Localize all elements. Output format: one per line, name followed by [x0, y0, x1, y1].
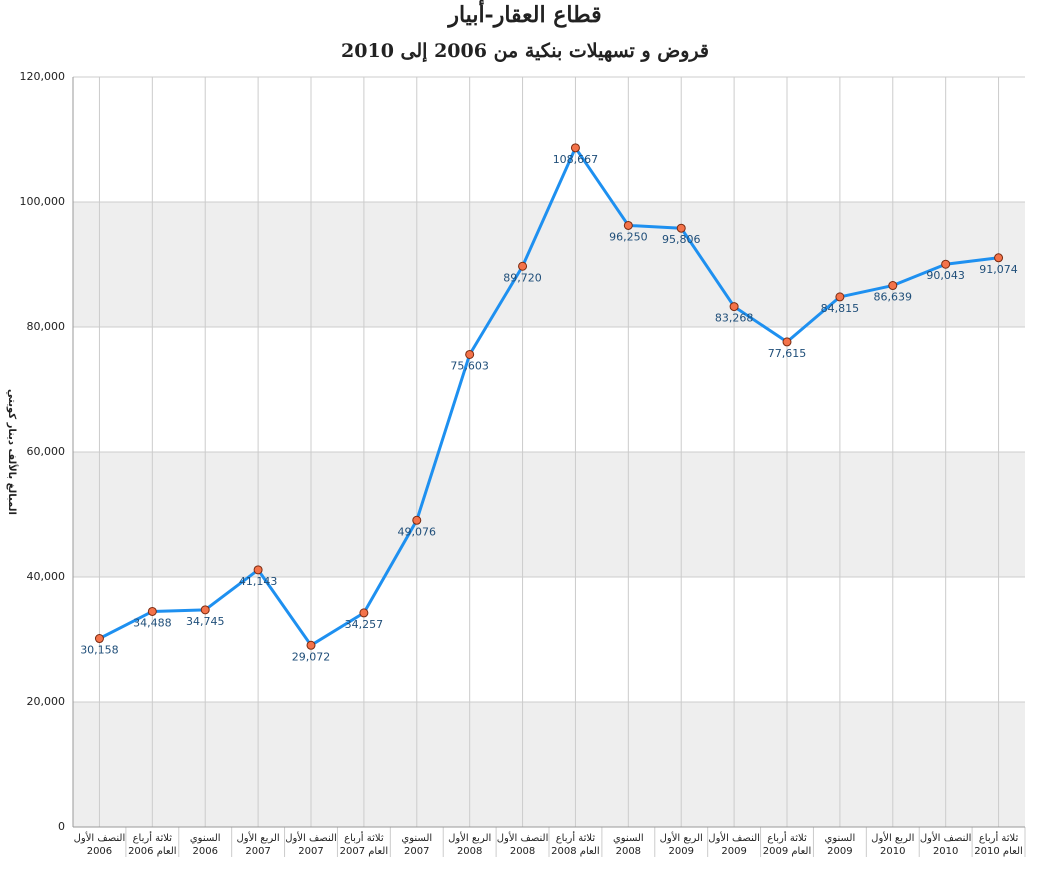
x-tick-label: النصف الأول — [285, 831, 337, 844]
value-label: 90,043 — [926, 269, 965, 282]
value-label: 89,720 — [503, 271, 542, 284]
x-tick-label: 2009 — [668, 846, 693, 857]
value-label: 95,806 — [662, 233, 701, 246]
value-label: 34,257 — [345, 618, 384, 631]
x-tick-label: الربع الأول — [448, 831, 491, 844]
x-tick-label: النصف الأول — [708, 831, 760, 844]
value-label: 29,072 — [292, 650, 331, 663]
value-label: 49,076 — [398, 525, 437, 538]
point — [147, 606, 157, 616]
y-axis-label: المبالغ بالألف دينار كويتي — [6, 389, 19, 515]
x-tick-label: السنوي — [825, 833, 856, 844]
x-tick-label: النصف الأول — [920, 831, 972, 844]
value-label: 30,158 — [80, 644, 119, 657]
value-label: 34,488 — [133, 616, 172, 629]
y-tick-label: 80,000 — [27, 320, 66, 333]
point — [200, 605, 210, 615]
point — [729, 302, 739, 312]
value-label: 108,667 — [553, 153, 599, 166]
point — [623, 220, 633, 230]
point — [782, 337, 792, 347]
x-tick-label: ثلاثة أرباع — [556, 831, 596, 844]
y-tick-label: 60,000 — [27, 445, 66, 458]
y-tick-label: 20,000 — [27, 695, 66, 708]
x-tick-label: 2008 — [457, 846, 482, 857]
x-tick-label: ثلاثة أرباع — [979, 831, 1019, 844]
x-tick-label: 2007 — [298, 846, 323, 857]
point — [835, 292, 845, 302]
x-tick-label: 2009 — [721, 846, 746, 857]
x-tick-label: النصف الأول — [497, 831, 549, 844]
y-tick-label: 100,000 — [20, 195, 66, 208]
value-label: 96,250 — [609, 230, 648, 243]
x-tick-label: السنوي — [190, 833, 221, 844]
y-tick-label: 40,000 — [27, 570, 66, 583]
x-tick-label: ثلاثة أرباع — [767, 831, 807, 844]
point — [888, 281, 898, 291]
x-tick-label: 2009 — [827, 846, 852, 857]
x-tick-label: الربع الأول — [660, 831, 703, 844]
x-tick-label: 2007 — [404, 846, 429, 857]
x-tick-label: 2006 — [87, 846, 112, 857]
value-label: 75,603 — [450, 359, 489, 372]
chart-title: قطاع العقار-أبيار — [446, 0, 601, 28]
x-tick-label: الربع الأول — [237, 831, 280, 844]
x-tick-label: الربع الأول — [871, 831, 914, 844]
point — [253, 565, 263, 575]
point — [465, 349, 475, 359]
point — [941, 259, 951, 269]
x-tick-label: 2008 — [616, 846, 641, 857]
value-label: 84,815 — [821, 302, 860, 315]
y-tick-label: 0 — [58, 820, 65, 833]
x-tick-label: ثلاثة أرباع — [133, 831, 173, 844]
x-tick-label: النصف الأول — [74, 831, 126, 844]
point — [518, 261, 528, 271]
x-tick-label: العام 2007 — [340, 846, 389, 857]
point — [94, 634, 104, 644]
value-label: 41,143 — [239, 575, 278, 588]
x-tick-label: 2008 — [510, 846, 535, 857]
x-tick-label: العام 2008 — [551, 846, 600, 857]
x-tick-label: 2010 — [933, 846, 958, 857]
x-tick-label: السنوي — [613, 833, 644, 844]
value-label: 91,074 — [979, 263, 1018, 276]
x-tick-label: 2007 — [245, 846, 270, 857]
grid-band — [73, 702, 1025, 827]
value-label: 77,615 — [768, 347, 807, 360]
point — [676, 223, 686, 233]
point — [359, 608, 369, 618]
chart-subtitle: قروض و تسهيلات بنكية من 2006 إلى 2010 — [341, 40, 709, 63]
series-line — [98, 146, 999, 647]
grid-band — [73, 202, 1025, 327]
value-label: 86,639 — [874, 291, 913, 304]
x-tick-label: 2010 — [880, 846, 905, 857]
y-tick-label: 120,000 — [20, 70, 66, 83]
x-tick-label: السنوي — [401, 833, 432, 844]
x-tick-label: العام 2006 — [128, 846, 177, 857]
point — [412, 515, 422, 525]
point — [306, 640, 316, 650]
x-tick-label: 2006 — [192, 846, 217, 857]
value-label: 34,745 — [186, 615, 225, 628]
point — [994, 253, 1004, 263]
value-label: 83,268 — [715, 312, 754, 325]
x-tick-label: العام 2009 — [763, 846, 812, 857]
point — [570, 143, 580, 153]
x-tick-label: العام 2010 — [974, 846, 1023, 857]
grid-band — [73, 452, 1025, 577]
x-tick-label: ثلاثة أرباع — [344, 831, 384, 844]
